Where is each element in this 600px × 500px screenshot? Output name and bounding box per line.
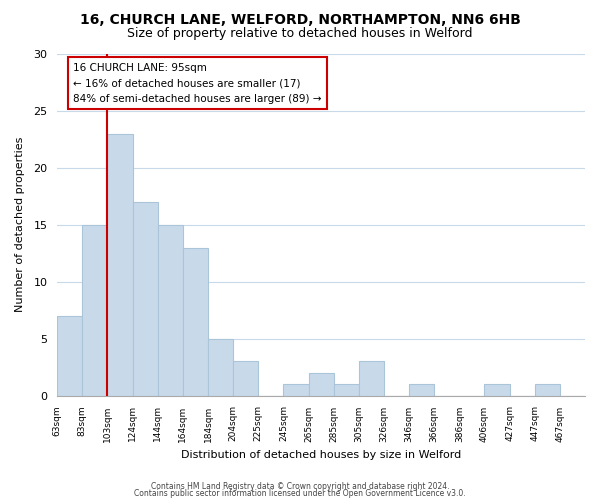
Bar bbox=[57, 316, 82, 396]
X-axis label: Distribution of detached houses by size in Welford: Distribution of detached houses by size … bbox=[181, 450, 461, 460]
Text: Contains public sector information licensed under the Open Government Licence v3: Contains public sector information licen… bbox=[134, 489, 466, 498]
Bar bbox=[484, 384, 509, 396]
Bar bbox=[233, 362, 258, 396]
Text: Contains HM Land Registry data © Crown copyright and database right 2024.: Contains HM Land Registry data © Crown c… bbox=[151, 482, 449, 491]
Bar bbox=[283, 384, 308, 396]
Text: Size of property relative to detached houses in Welford: Size of property relative to detached ho… bbox=[127, 28, 473, 40]
Bar bbox=[208, 338, 233, 396]
Bar bbox=[82, 225, 107, 396]
Y-axis label: Number of detached properties: Number of detached properties bbox=[15, 137, 25, 312]
Bar bbox=[183, 248, 208, 396]
Bar bbox=[308, 373, 334, 396]
Bar bbox=[409, 384, 434, 396]
Bar bbox=[107, 134, 133, 396]
Bar bbox=[359, 362, 384, 396]
Bar bbox=[133, 202, 158, 396]
Text: 16 CHURCH LANE: 95sqm
← 16% of detached houses are smaller (17)
84% of semi-deta: 16 CHURCH LANE: 95sqm ← 16% of detached … bbox=[73, 62, 322, 104]
Text: 16, CHURCH LANE, WELFORD, NORTHAMPTON, NN6 6HB: 16, CHURCH LANE, WELFORD, NORTHAMPTON, N… bbox=[80, 12, 520, 26]
Bar bbox=[158, 225, 183, 396]
Bar bbox=[334, 384, 359, 396]
Bar bbox=[535, 384, 560, 396]
